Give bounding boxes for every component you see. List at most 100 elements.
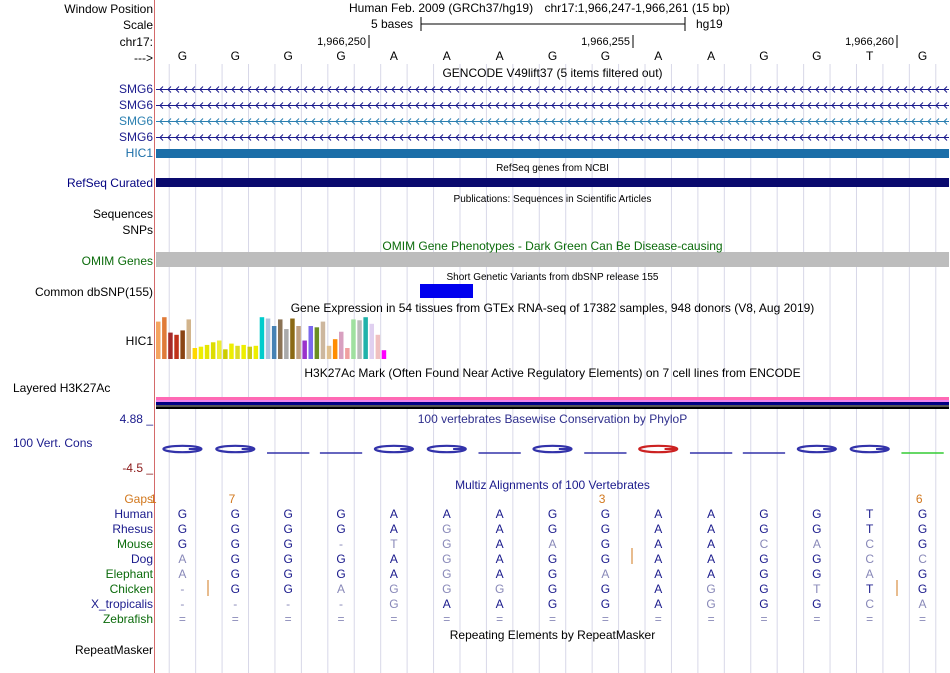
strand-chevron (447, 134, 452, 141)
strand-chevron (807, 86, 812, 93)
h3k27ac-signal-layer (156, 407, 949, 409)
strand-chevron (551, 102, 556, 109)
strand-chevron (943, 118, 948, 125)
strand-chevron (463, 86, 468, 93)
gap-count: 7 (228, 492, 236, 506)
strand-chevron (159, 134, 164, 141)
publications-track-label[interactable]: Sequences (92, 207, 153, 221)
species-label[interactable]: Chicken (109, 582, 153, 596)
species-label[interactable]: X_tropicalis (90, 597, 153, 611)
gencode-track-title[interactable]: GENCODE V49lift37 (5 items filtered out) (442, 66, 663, 80)
strand-chevron (703, 118, 708, 125)
strand-chevron (271, 134, 276, 141)
gencode-item-label[interactable]: SMG6 (118, 98, 153, 112)
repeatmasker-track-title[interactable]: Repeating Elements by RepeatMasker (449, 628, 656, 642)
multiz-track-title[interactable]: Multiz Alignments of 100 Vertebrates (455, 478, 650, 492)
alignment-base: G (917, 507, 928, 521)
h3k27ac-track-label[interactable]: Layered H3K27Ac (13, 381, 111, 395)
strand-chevron (231, 86, 236, 93)
dbsnp-track-label[interactable]: Common dbSNP(155) (34, 285, 153, 299)
phylop-ymin: -4.5 _ (122, 461, 153, 475)
gencode-item-label[interactable]: SMG6 (118, 130, 153, 144)
species-label[interactable]: Zebrafish (102, 612, 153, 626)
base-letter: G (336, 49, 346, 63)
position-info: Human Feb. 2009 (GRCh37/hg19) chr17:1,96… (349, 1, 730, 15)
strand-chevron (615, 102, 620, 109)
strand-chevron (239, 118, 244, 125)
strand-chevron (783, 86, 788, 93)
strand-chevron (775, 118, 780, 125)
strand-chevron (351, 102, 356, 109)
alignment-base: T (866, 522, 874, 536)
phylop-track-label[interactable]: 100 Vert. Cons (13, 436, 93, 450)
strand-chevron (487, 86, 492, 93)
strand-chevron (287, 86, 292, 93)
base-letter: A (389, 49, 398, 63)
gtex-track-title[interactable]: Gene Expression in 54 tissues from GTEx … (290, 301, 815, 315)
gencode-item-label[interactable]: SMG6 (118, 82, 153, 96)
strand-chevron (215, 134, 220, 141)
alignment-base: G (283, 552, 293, 566)
strand-chevron (591, 118, 596, 125)
strand-chevron (831, 86, 836, 93)
gencode-item-label[interactable]: SMG6 (118, 114, 153, 128)
strand-chevron (847, 134, 852, 141)
repeatmasker-track-label[interactable]: RepeatMasker (74, 643, 153, 657)
alignment-base: G (494, 582, 505, 596)
omim-track-label[interactable]: OMIM Genes (81, 254, 153, 268)
strand-chevron (391, 134, 396, 141)
strand-chevron (567, 118, 572, 125)
strand-chevron (183, 118, 188, 125)
strand-chevron (911, 102, 916, 109)
base-letter: G (547, 49, 558, 63)
strand-chevron (863, 134, 868, 141)
strand-chevron (231, 134, 236, 141)
species-label[interactable]: Mouse (116, 537, 153, 551)
strand-chevron (415, 134, 420, 141)
species-label[interactable]: Rhesus (112, 522, 153, 536)
strand-chevron (511, 86, 516, 93)
strand-chevron (855, 102, 860, 109)
gtex-tissue-bar (241, 344, 246, 359)
refseq-track-label[interactable]: RefSeq Curated (66, 176, 153, 190)
alignment-base: G (917, 522, 928, 536)
strand-chevron (783, 118, 788, 125)
gencode-item-label[interactable]: HIC1 (125, 146, 153, 160)
snps-track-label[interactable]: SNPs (122, 223, 153, 237)
alignment-base: G (283, 582, 293, 596)
strand-chevron (399, 134, 404, 141)
base-letter: A (442, 49, 451, 63)
species-label[interactable]: Elephant (105, 567, 153, 581)
species-label[interactable]: Dog (130, 552, 153, 566)
strand-chevron (463, 134, 468, 141)
phylop-track-title[interactable]: 100 vertebrates Basewise Conservation by… (417, 412, 688, 426)
gtex-track-label[interactable]: HIC1 (125, 334, 153, 348)
strand-chevron (719, 118, 724, 125)
alignment-base: A (812, 537, 821, 551)
dbsnp-track-title[interactable]: Short Genetic Variants from dbSNP releas… (446, 272, 659, 283)
base-letter: A (707, 49, 716, 63)
strand-chevron (463, 102, 468, 109)
refseq-track-title[interactable]: RefSeq genes from NCBI (496, 163, 609, 174)
publications-track-title[interactable]: Publications: Sequences in Scientific Ar… (453, 194, 652, 205)
strand-chevron (519, 134, 524, 141)
strand-chevron (679, 118, 684, 125)
species-label[interactable]: Human (114, 507, 153, 521)
strand-chevron (479, 102, 484, 109)
h3k27ac-signal-layer (156, 400, 949, 402)
alignment-base: A (442, 507, 451, 521)
strand-chevron (335, 118, 340, 125)
strand-chevron (735, 118, 740, 125)
strand-chevron (383, 86, 388, 93)
alignment-base: A (389, 522, 398, 536)
h3k27ac-track-title[interactable]: H3K27Ac Mark (Often Found Near Active Re… (304, 366, 801, 380)
gtex-tissue-bar (253, 345, 259, 359)
strand-chevron (479, 134, 484, 141)
strand-chevron (719, 86, 724, 93)
strand-chevron (247, 134, 252, 141)
omim-track-title[interactable]: OMIM Gene Phenotypes - Dark Green Can Be… (382, 239, 723, 253)
strand-chevron (855, 118, 860, 125)
strand-chevron (535, 102, 540, 109)
alignment-base: A (654, 597, 663, 611)
